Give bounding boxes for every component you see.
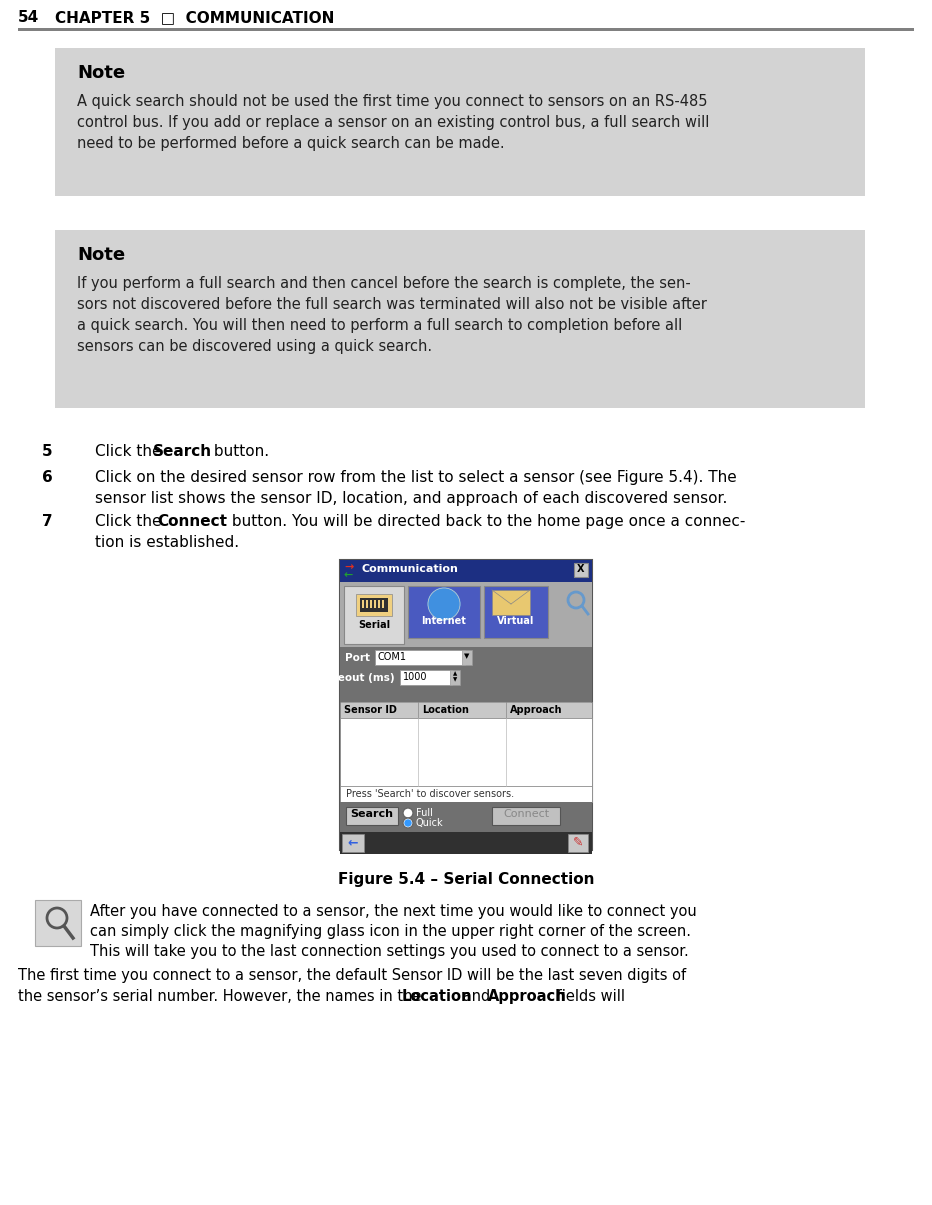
- Text: Note: Note: [77, 246, 125, 264]
- Text: The ﬁrst time you connect to a sensor, the default Sensor ID will be the last se: The ﬁrst time you connect to a sensor, t…: [18, 968, 686, 983]
- Bar: [18, 28, 914, 31]
- Bar: [462, 649, 472, 665]
- Text: Connect: Connect: [157, 515, 227, 529]
- Text: Virtual: Virtual: [498, 616, 535, 627]
- Bar: [346, 807, 398, 825]
- Text: 7: 7: [42, 515, 52, 529]
- Bar: [360, 598, 388, 612]
- Text: ←: ←: [344, 570, 353, 580]
- Bar: [55, 48, 865, 196]
- Text: Sensor ID: Sensor ID: [344, 705, 397, 715]
- Bar: [340, 803, 592, 831]
- Bar: [35, 900, 81, 946]
- Bar: [375, 649, 465, 665]
- Text: Internet: Internet: [421, 616, 466, 627]
- Text: ▲: ▲: [453, 671, 457, 676]
- Bar: [574, 563, 588, 577]
- Text: Port: Port: [345, 653, 370, 663]
- Text: tion is established.: tion is established.: [95, 535, 240, 549]
- Text: Quick: Quick: [416, 818, 444, 828]
- Text: button. You will be directed back to the home page once a connec-: button. You will be directed back to the…: [227, 515, 746, 529]
- Text: Location: Location: [402, 989, 473, 1004]
- Bar: [340, 703, 592, 718]
- Text: sensors can be discovered using a quick search.: sensors can be discovered using a quick …: [77, 339, 432, 354]
- Text: sensor list shows the sensor ID, location, and approach of each discovered senso: sensor list shows the sensor ID, locatio…: [95, 490, 727, 506]
- Text: button.: button.: [209, 443, 269, 459]
- Text: Click the: Click the: [95, 515, 167, 529]
- Text: a quick search. You will then need to perform a full search to completion before: a quick search. You will then need to pe…: [77, 318, 682, 333]
- Circle shape: [428, 588, 460, 621]
- Bar: [374, 600, 376, 609]
- Text: COM1: COM1: [378, 652, 407, 662]
- Bar: [492, 590, 530, 615]
- Bar: [362, 600, 364, 609]
- Text: control bus. If you add or replace a sensor on an existing control bus, a full s: control bus. If you add or replace a sen…: [77, 114, 709, 130]
- Text: ﬁelds will: ﬁelds will: [552, 989, 625, 1004]
- Circle shape: [403, 809, 413, 818]
- Text: Location: Location: [422, 705, 469, 715]
- Text: Click the: Click the: [95, 443, 167, 459]
- Bar: [378, 600, 380, 609]
- Bar: [340, 582, 592, 647]
- Bar: [340, 718, 592, 786]
- Bar: [484, 586, 548, 637]
- Bar: [450, 670, 460, 684]
- Bar: [340, 560, 592, 582]
- Text: A quick search should not be used the ﬁrst time you connect to sensors on an RS-: A quick search should not be used the ﬁr…: [77, 94, 707, 108]
- Text: Figure 5.4 – Serial Connection: Figure 5.4 – Serial Connection: [337, 872, 595, 887]
- Circle shape: [403, 818, 413, 828]
- Text: the sensor’s serial number. However, the names in the: the sensor’s serial number. However, the…: [18, 989, 426, 1004]
- Text: Full: Full: [416, 809, 432, 818]
- Text: Serial: Serial: [358, 621, 391, 630]
- Text: Approach: Approach: [510, 705, 563, 715]
- Text: CHAPTER 5  □  COMMUNICATION: CHAPTER 5 □ COMMUNICATION: [55, 10, 335, 25]
- Text: Timeout (ms): Timeout (ms): [316, 674, 395, 683]
- Bar: [55, 230, 865, 408]
- Bar: [344, 586, 404, 643]
- Bar: [408, 586, 480, 637]
- Text: Click on the desired sensor row from the list to select a sensor (see Figure 5.4: Click on the desired sensor row from the…: [95, 470, 737, 484]
- Text: need to be performed before a quick search can be made.: need to be performed before a quick sear…: [77, 136, 504, 151]
- Text: 6: 6: [42, 470, 53, 484]
- Bar: [382, 600, 384, 609]
- Text: ✎: ✎: [573, 836, 583, 850]
- Bar: [356, 594, 392, 616]
- Text: Search: Search: [153, 443, 212, 459]
- Text: can simply click the magnifying glass icon in the upper right corner of the scre: can simply click the magnifying glass ic…: [90, 924, 691, 939]
- Text: Communication: Communication: [362, 564, 459, 574]
- Text: 54: 54: [18, 10, 39, 25]
- Bar: [366, 600, 368, 609]
- Text: If you perform a full search and then cancel before the search is complete, the : If you perform a full search and then ca…: [77, 276, 691, 290]
- Text: →: →: [344, 562, 353, 572]
- Text: ←: ←: [348, 836, 358, 850]
- Text: 5: 5: [42, 443, 52, 459]
- Bar: [568, 834, 588, 852]
- Text: sors not discovered before the full search was terminated will also not be visib: sors not discovered before the full sear…: [77, 296, 706, 312]
- Bar: [340, 786, 592, 803]
- Text: This will take you to the last connection settings you used to connect to a sens: This will take you to the last connectio…: [90, 944, 689, 959]
- Bar: [340, 831, 592, 854]
- Bar: [340, 560, 592, 850]
- Text: ▼: ▼: [453, 677, 457, 682]
- Bar: [400, 670, 452, 684]
- Bar: [340, 647, 592, 703]
- Text: X: X: [577, 564, 584, 574]
- Text: ▼: ▼: [464, 653, 470, 659]
- Text: Connect: Connect: [503, 809, 549, 819]
- Text: Press 'Search' to discover sensors.: Press 'Search' to discover sensors.: [346, 789, 514, 799]
- Text: and: and: [458, 989, 495, 1004]
- Bar: [370, 600, 372, 609]
- Text: 1000: 1000: [403, 672, 428, 682]
- Text: Approach: Approach: [488, 989, 567, 1004]
- Circle shape: [405, 819, 411, 825]
- Bar: [342, 834, 364, 852]
- Text: Search: Search: [350, 809, 393, 819]
- Text: Note: Note: [77, 64, 125, 82]
- Text: After you have connected to a sensor, the next time you would like to connect yo: After you have connected to a sensor, th…: [90, 904, 697, 919]
- Bar: [492, 807, 560, 825]
